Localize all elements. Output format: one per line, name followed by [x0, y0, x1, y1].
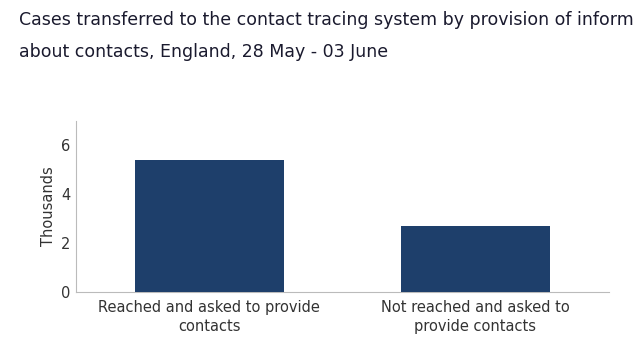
- Text: Cases transferred to the contact tracing system by provision of information: Cases transferred to the contact tracing…: [19, 11, 634, 29]
- Y-axis label: Thousands: Thousands: [41, 167, 56, 246]
- Bar: [134, 160, 284, 292]
- Text: about contacts, England, 28 May - 03 June: about contacts, England, 28 May - 03 Jun…: [19, 43, 388, 61]
- Bar: [401, 226, 550, 292]
